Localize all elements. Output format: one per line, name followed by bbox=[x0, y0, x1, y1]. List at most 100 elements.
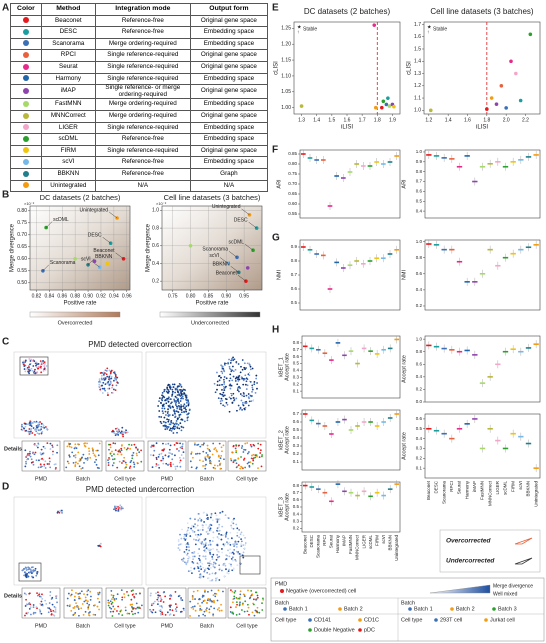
legend-dot bbox=[358, 628, 362, 632]
cell-dot bbox=[221, 450, 223, 453]
cell-dot bbox=[255, 591, 258, 594]
cell-dot bbox=[120, 449, 123, 452]
cell-dot bbox=[218, 384, 221, 387]
cell-dot bbox=[40, 448, 43, 451]
cell-dot bbox=[52, 450, 54, 453]
cell-dot bbox=[197, 552, 200, 555]
cell-dot bbox=[36, 592, 38, 595]
cell-dot bbox=[214, 592, 216, 595]
method-label: scDML bbox=[368, 535, 373, 549]
cell-dot bbox=[231, 551, 234, 554]
cell-dot bbox=[242, 556, 245, 559]
cell-dot bbox=[178, 408, 181, 410]
details-caption: Cell type bbox=[236, 623, 257, 629]
cell-dot bbox=[80, 607, 83, 610]
cell-dot bbox=[160, 597, 162, 599]
legend-dot bbox=[308, 618, 312, 622]
cell-dot bbox=[91, 447, 94, 450]
cell-dot bbox=[237, 381, 240, 384]
cell-dot bbox=[162, 601, 165, 603]
cell-dot bbox=[243, 593, 246, 596]
cell-dot bbox=[173, 400, 176, 403]
cell-dot bbox=[240, 399, 243, 402]
cell-dot bbox=[126, 612, 129, 615]
cell-dot bbox=[163, 390, 166, 393]
table-row: Scanorama Merge ordering-required Embeddin… bbox=[10, 37, 269, 51]
cell-dot bbox=[173, 443, 176, 446]
cell-dot bbox=[33, 360, 36, 363]
cell-dot bbox=[78, 597, 80, 600]
cell-dot bbox=[28, 358, 31, 360]
cell-dot bbox=[43, 465, 46, 467]
cell-dot bbox=[157, 596, 160, 599]
cell-dot bbox=[216, 542, 219, 545]
output-cell: Embedding space bbox=[189, 72, 269, 86]
cell-dot bbox=[206, 602, 208, 604]
cell-dot bbox=[140, 604, 143, 607]
cell-dot bbox=[230, 526, 233, 529]
y-tick-label: 0.6 bbox=[416, 361, 423, 366]
cell-dot bbox=[43, 361, 46, 364]
cell-dot bbox=[216, 556, 219, 559]
cell-dot bbox=[216, 373, 219, 376]
cell-dot bbox=[159, 420, 162, 423]
method-label: Unintegrated bbox=[533, 481, 538, 507]
cell-dot bbox=[207, 567, 209, 570]
cell-dot bbox=[246, 610, 249, 613]
method-label: scVI bbox=[381, 535, 386, 544]
output-cell: Embedding space bbox=[189, 37, 269, 51]
cell-dot bbox=[218, 579, 221, 581]
cell-dot bbox=[232, 363, 235, 366]
color-cell bbox=[10, 84, 42, 100]
cell-dot bbox=[224, 362, 226, 365]
cell-dot bbox=[167, 455, 170, 458]
cell-dot bbox=[238, 613, 241, 615]
cell-dot bbox=[166, 387, 169, 390]
cell-dot bbox=[238, 444, 240, 447]
header-row: Color Method Integration mode Output form bbox=[10, 3, 269, 16]
point bbox=[73, 257, 77, 261]
cell-dot bbox=[256, 596, 259, 599]
y-tick-label: 0.5 bbox=[293, 427, 300, 432]
cell-dot bbox=[25, 603, 28, 606]
cell-dot bbox=[230, 537, 233, 540]
output-cell: Original gene space bbox=[189, 60, 269, 74]
cell-dot bbox=[241, 390, 243, 393]
cell-dot bbox=[165, 414, 167, 416]
point bbox=[299, 104, 304, 108]
cell-dot bbox=[232, 370, 235, 373]
cell-dot bbox=[237, 378, 239, 381]
method-cell: BBKNN bbox=[40, 167, 96, 181]
cell-dot bbox=[161, 407, 164, 410]
output-cell: Graph bbox=[189, 167, 269, 181]
cell-dot bbox=[178, 450, 180, 452]
cell-dot bbox=[150, 604, 153, 607]
cell-dot bbox=[219, 512, 221, 514]
y-tick-label: 0.7 bbox=[291, 272, 298, 277]
legend-label: pDC bbox=[364, 627, 375, 633]
cell-dot bbox=[198, 555, 201, 557]
cell-dot bbox=[34, 372, 37, 375]
cell-dot bbox=[28, 366, 30, 368]
legend-title: Cell type bbox=[401, 617, 422, 623]
cell-dot bbox=[102, 381, 105, 384]
cell-dot bbox=[170, 420, 172, 423]
cell-dot bbox=[232, 375, 235, 378]
cell-dot bbox=[221, 393, 224, 396]
cell-dot bbox=[27, 452, 29, 455]
cell-dot bbox=[25, 454, 28, 457]
cell-dot bbox=[235, 601, 238, 604]
legend-label: Negative (overcorrected) cell bbox=[286, 588, 356, 594]
cell-dot bbox=[249, 461, 252, 464]
legend-dot bbox=[450, 607, 454, 611]
cell-dot bbox=[183, 533, 186, 536]
panel-letter: E bbox=[272, 3, 279, 14]
cell-dot bbox=[216, 536, 219, 538]
cell-dot bbox=[231, 379, 234, 382]
cell-dot bbox=[234, 447, 237, 450]
cell-dot bbox=[94, 455, 97, 458]
cell-dot bbox=[39, 463, 42, 466]
cell-dot bbox=[111, 615, 114, 617]
cell-dot bbox=[32, 427, 35, 429]
cell-dot bbox=[167, 420, 170, 423]
